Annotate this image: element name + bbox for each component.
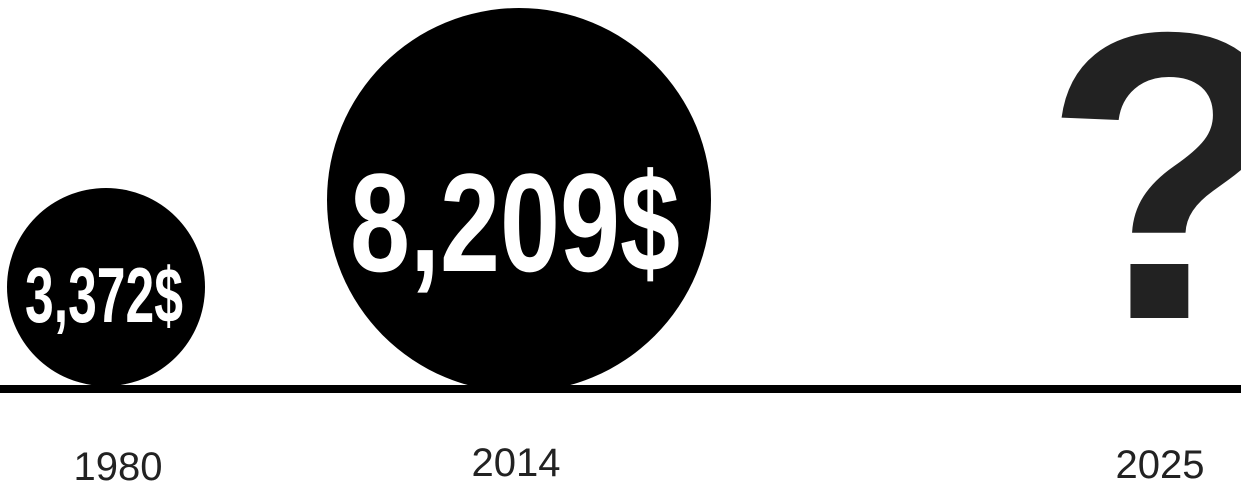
amount-label: 8,209$: [350, 144, 680, 301]
year-label: 2014: [472, 441, 561, 484]
circle-2014: [327, 8, 711, 392]
circle-1980: [7, 188, 205, 386]
question-mark: ?: [1043, 0, 1241, 405]
amount-label: 3,372$: [25, 251, 183, 339]
baseline: [0, 385, 1241, 393]
year-label: 2025: [1116, 443, 1205, 484]
year-label: 1980: [74, 445, 163, 484]
